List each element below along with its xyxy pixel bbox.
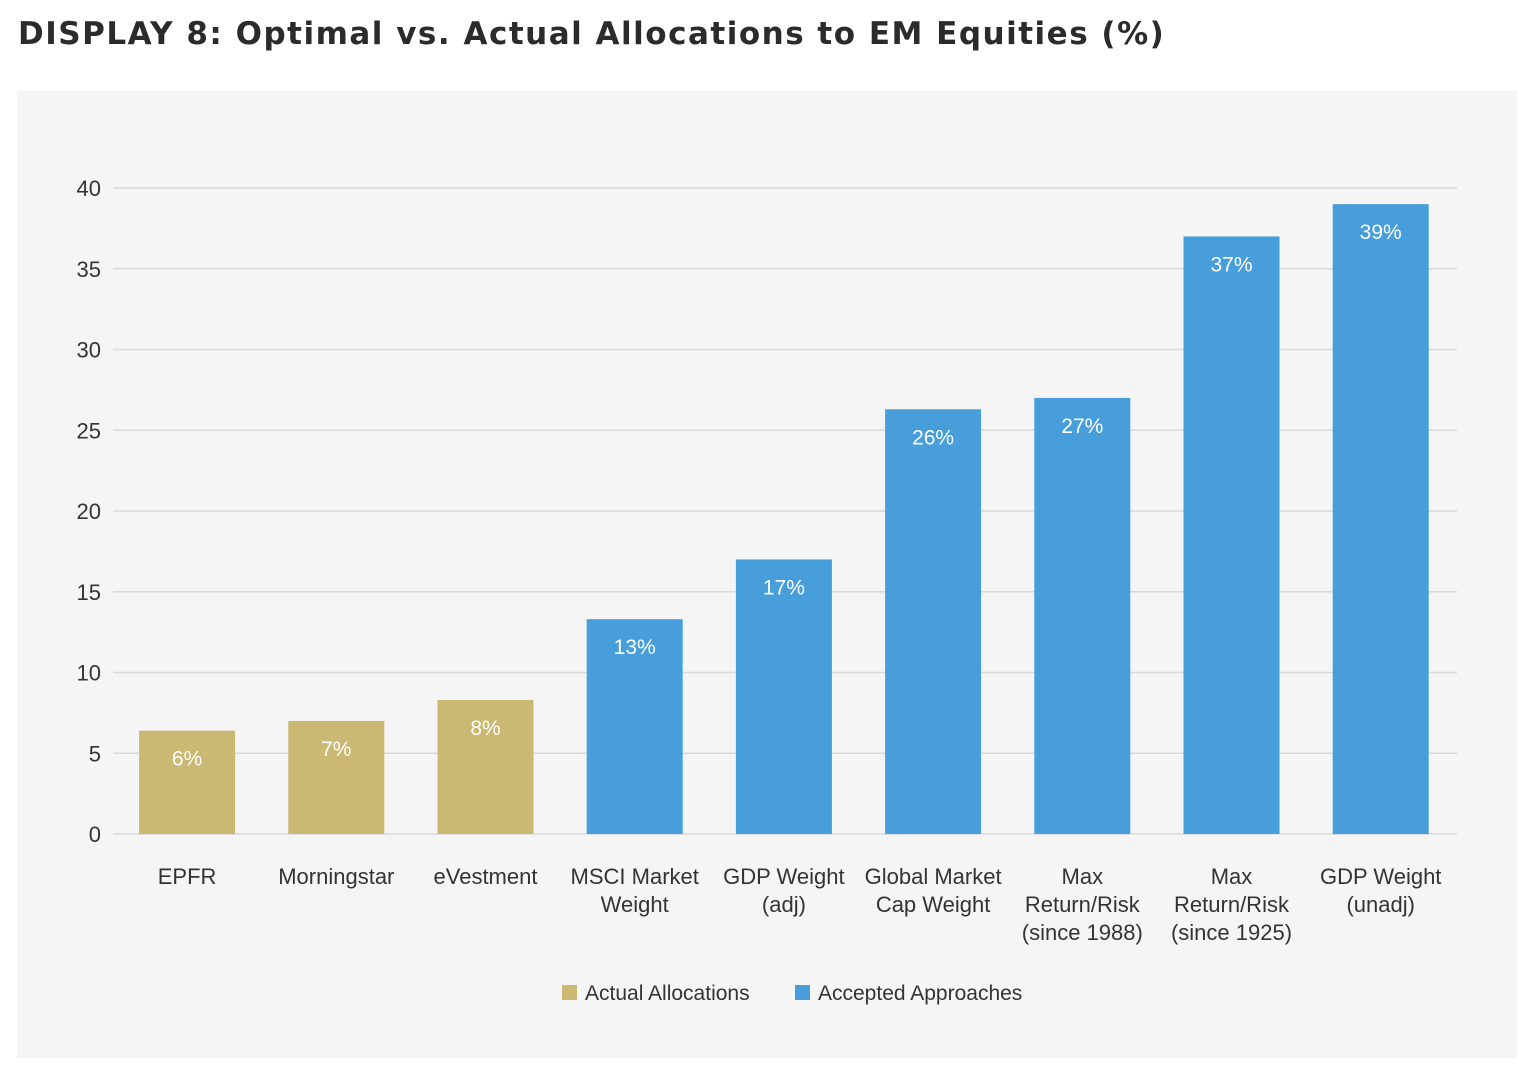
- bars: [139, 204, 1429, 834]
- x-category-label: EPFR: [158, 864, 217, 889]
- bar-value-label: 27%: [1061, 415, 1103, 438]
- x-category-label: (since 1925): [1171, 920, 1292, 945]
- chart-panel: 0 5 10 15 20 25 30 35 40 6% 7% 8% 13% 17% 26% 27% 37% 39…: [17, 91, 1517, 1058]
- bar-1: [288, 720, 385, 834]
- y-tick-label: 20: [77, 499, 101, 524]
- y-tick-label: 35: [77, 257, 101, 282]
- y-tick-label: 15: [77, 580, 101, 605]
- x-category-label: Cap Weight: [876, 892, 991, 917]
- x-category-label: Morningstar: [278, 864, 394, 889]
- x-axis-category-labels: EPFR Morningstar eVestment MSCI Market Weigh…: [158, 864, 1442, 945]
- y-tick-label: 5: [89, 741, 101, 766]
- y-axis-ticks: 0 5 10 15 20 25 30 35 40: [77, 176, 101, 847]
- bar-value-label: 13%: [614, 636, 656, 659]
- bar-4: [735, 559, 832, 834]
- y-tick-label: 10: [77, 661, 101, 686]
- bar-2: [437, 699, 534, 834]
- x-category-label: GDP Weight: [1320, 864, 1441, 889]
- bar-value-labels: 6% 7% 8% 13% 17% 26% 27% 37% 39%: [172, 221, 1402, 770]
- bar-value-label: 17%: [763, 576, 805, 599]
- legend-label: Accepted Approaches: [818, 982, 1022, 1005]
- bar-value-label: 26%: [912, 426, 954, 449]
- bar-8: [1332, 204, 1429, 834]
- x-category-label: Weight: [601, 892, 669, 917]
- x-category-label: Return/Risk: [1025, 892, 1141, 917]
- x-category-label: Global Market: [865, 864, 1002, 889]
- x-category-label: GDP Weight: [723, 864, 844, 889]
- y-tick-label: 40: [77, 176, 101, 201]
- bar-3: [586, 619, 683, 834]
- legend: Actual Allocations Accepted Approaches: [562, 982, 1022, 1005]
- y-tick-label: 0: [89, 822, 101, 847]
- bar-0: [139, 730, 236, 834]
- bar-value-label: 37%: [1210, 253, 1252, 276]
- legend-swatch: [795, 985, 810, 1000]
- x-category-label: Max: [1211, 864, 1253, 889]
- x-category-label: (adj): [762, 892, 806, 917]
- x-category-label: eVestment: [434, 864, 538, 889]
- bar-7: [1183, 236, 1280, 834]
- legend-label: Actual Allocations: [585, 982, 750, 1005]
- x-category-label: Max: [1062, 864, 1104, 889]
- x-category-label: Return/Risk: [1174, 892, 1290, 917]
- y-tick-label: 30: [77, 338, 101, 363]
- chart-title: DISPLAY 8: Optimal vs. Actual Allocation…: [18, 16, 1166, 52]
- x-category-label: (unadj): [1346, 892, 1414, 917]
- bar-value-label: 7%: [321, 738, 351, 761]
- bar-5: [885, 409, 982, 834]
- x-category-label: (since 1988): [1022, 920, 1143, 945]
- bar-value-label: 6%: [172, 748, 202, 771]
- bar-chart: 0 5 10 15 20 25 30 35 40 6% 7% 8% 13% 17% 26% 27% 37% 39…: [77, 176, 1457, 1005]
- x-category-label: MSCI Market: [571, 864, 699, 889]
- bar-value-label: 8%: [470, 717, 500, 740]
- bar-value-label: 39%: [1360, 221, 1402, 244]
- y-tick-label: 25: [77, 418, 101, 443]
- legend-swatch: [562, 985, 577, 1000]
- bar-6: [1034, 397, 1131, 834]
